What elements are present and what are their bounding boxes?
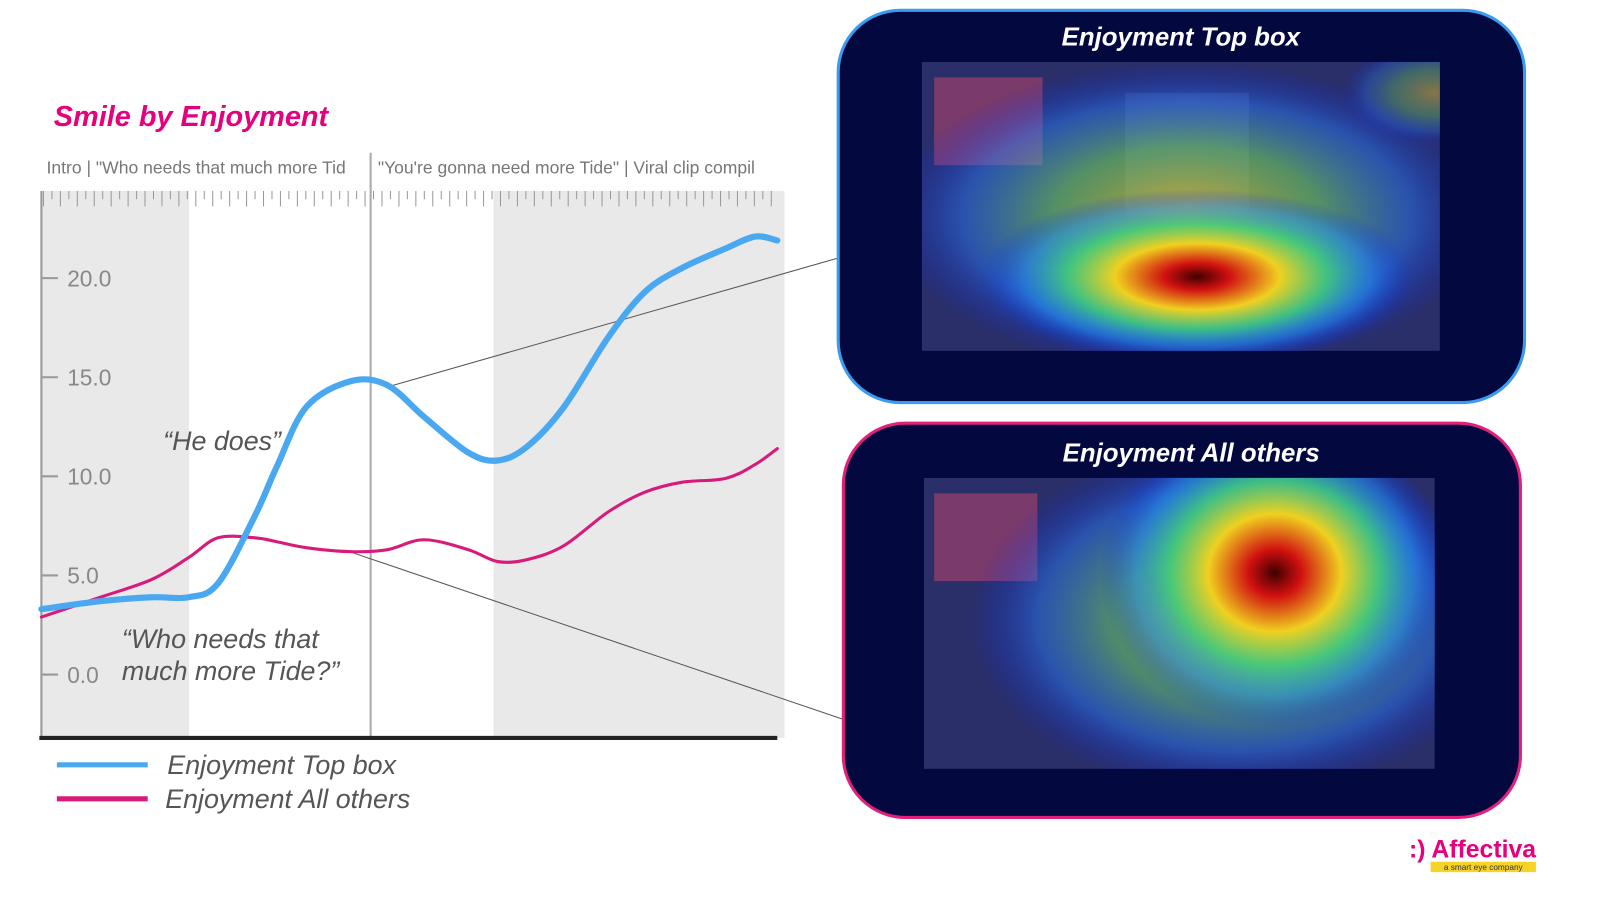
annotation: “Who needs that <box>122 624 320 654</box>
legend-label: Enjoyment All others <box>165 784 410 814</box>
connector <box>387 257 839 388</box>
scene-label: Intro | "Who needs that much more Tid <box>47 157 346 177</box>
y-tick-label: 10.0 <box>67 464 111 490</box>
legend-label: Enjoyment Top box <box>167 750 397 780</box>
panel-title: Enjoyment Top box <box>1062 23 1302 51</box>
scene-labels: Intro | "Who needs that much more Tid "Yo… <box>47 157 755 177</box>
logo-tagline: a smart eye company <box>1444 863 1524 872</box>
series-line <box>38 233 781 613</box>
logo: :) Affectiva a smart eye company <box>1409 837 1536 873</box>
logo-name: :) Affectiva <box>1409 837 1536 864</box>
plot-background <box>493 190 785 738</box>
heatmap-image <box>923 477 1435 769</box>
logo-highlight <box>1430 861 1536 873</box>
heatmap-image <box>921 61 1440 351</box>
annotation: “He does” <box>163 426 282 456</box>
plot-background <box>41 190 189 738</box>
series-line <box>39 447 779 619</box>
connector <box>350 551 844 720</box>
annotation: much more Tide?” <box>122 656 341 686</box>
y-tick-label: 5.0 <box>67 563 99 589</box>
chart: Intro | "Who needs that much more Tid "Yo… <box>38 101 844 814</box>
chart-title: Smile by Enjoyment <box>54 101 330 133</box>
y-tick-label: 15.0 <box>67 365 111 391</box>
heatmap-panel: Enjoyment All others <box>841 421 1522 819</box>
y-tick-label: 0.0 <box>67 662 99 688</box>
scene-label: "You're gonna need more Tide" | Viral cl… <box>378 157 755 177</box>
y-tick-label: 20.0 <box>67 265 111 291</box>
panel-title: Enjoyment All others <box>1063 439 1320 467</box>
heatmap-panel: Enjoyment Top box <box>836 8 1527 405</box>
